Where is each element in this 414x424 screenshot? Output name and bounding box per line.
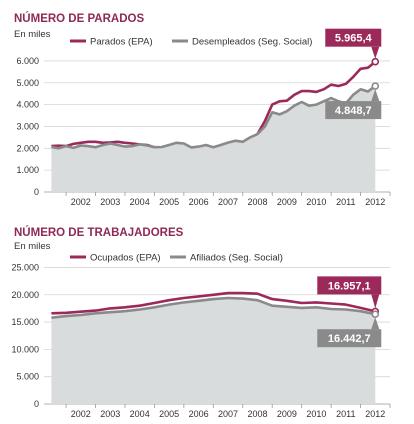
y-tick-label: 25.000	[11, 262, 39, 272]
x-tick-label: 2003	[100, 197, 120, 207]
plot-area: 0 5.000 10.000 15.000 20.000 25.000 2002 2003 20…	[11, 262, 391, 419]
x-tick-label: 2011	[336, 197, 355, 207]
legend: Ocupados (EPA) Afiliados (Seg. Social)	[70, 253, 283, 264]
x-tick-label: 2012	[365, 197, 385, 207]
x-tick-label: 2002	[71, 197, 91, 207]
endpoint-marker	[371, 310, 380, 318]
unit-label: En miles	[14, 241, 51, 252]
x-tick-label: 2002	[71, 409, 91, 419]
unemployment-chart: NÚMERO DE PARADOS En miles Parados (EPA)…	[14, 12, 391, 207]
x-tick-label: 2006	[189, 409, 209, 419]
callout-pointer	[371, 89, 380, 102]
x-tick-label: 2005	[159, 197, 179, 207]
x-tick-label: 2008	[247, 197, 267, 207]
series-line-1	[51, 291, 376, 315]
x-tick-label: 2004	[130, 197, 150, 207]
legend-label-social-security: Desempleados (Seg. Social)	[192, 37, 312, 48]
callout-pointer	[371, 294, 380, 309]
x-tick-label: 2005	[159, 409, 179, 419]
callout-pointer	[371, 317, 380, 330]
y-tick-label: 6.000	[16, 56, 39, 66]
callout-label: 4.848,7	[335, 105, 372, 117]
employment-chart: NÚMERO DE TRABAJADORES En miles Ocupados…	[11, 226, 391, 419]
legend-label-social-security: Afiliados (Seg. Social)	[190, 253, 283, 264]
x-tick-label: 2011	[336, 409, 355, 419]
callout-label: 16.957,1	[328, 280, 371, 292]
callout-label: 16.442,7	[328, 333, 371, 345]
series-line-2	[51, 85, 377, 150]
x-tick-label: 2010	[306, 409, 326, 419]
x-tick-label: 2008	[247, 409, 267, 419]
legend: Parados (EPA) Desempleados (Seg. Social)	[70, 37, 312, 48]
x-tick-label: 2010	[306, 197, 326, 207]
y-tick-label: 5.000	[16, 78, 39, 88]
x-tick-label: 2004	[130, 409, 150, 419]
endpoint-marker	[371, 57, 380, 66]
y-tick-label: 0	[34, 187, 39, 197]
y-tick-label: 10.000	[11, 344, 39, 354]
legend-label-epa: Parados (EPA)	[90, 37, 153, 48]
y-tick-label: 3.000	[16, 121, 39, 131]
y-tick-label: 1.000	[16, 165, 39, 175]
y-tick-label: 5.000	[16, 372, 39, 382]
callout-box	[325, 101, 382, 120]
x-tick-label: 2006	[189, 197, 209, 207]
unit-label: En miles	[14, 29, 51, 40]
x-tick-label: 2007	[218, 197, 238, 207]
callout-box	[317, 276, 382, 295]
x-tick-label: 2009	[277, 197, 297, 207]
x-tick-label: 2012	[365, 409, 385, 419]
y-tick-label: 2.000	[16, 143, 39, 153]
y-tick-label: 15.000	[11, 317, 39, 327]
x-tick-label: 2007	[218, 409, 238, 419]
series-area-2	[51, 298, 376, 404]
x-tick-label: 2003	[100, 409, 120, 419]
callout-label: 5.965,4	[335, 33, 373, 45]
callout-box	[317, 329, 382, 348]
callout-box	[325, 28, 382, 47]
x-tick-label: 2009	[277, 409, 297, 419]
y-tick-label: 4.000	[16, 100, 39, 110]
chart-title: NÚMERO DE TRABAJADORES	[14, 226, 184, 239]
callout-pointer	[371, 46, 380, 59]
chart-title: NÚMERO DE PARADOS	[14, 12, 144, 25]
endpoint-marker	[371, 82, 380, 90]
plot-area: 0 1.000 2.000 3.000 4.000 5.000 6.000 2002 2003 2…	[16, 28, 391, 207]
y-tick-label: 20.000	[11, 290, 39, 300]
series-area-2	[51, 86, 376, 192]
y-tick-label: 0	[34, 399, 39, 409]
legend-label-epa: Ocupados (EPA)	[90, 253, 161, 264]
series-line-2	[51, 296, 376, 319]
